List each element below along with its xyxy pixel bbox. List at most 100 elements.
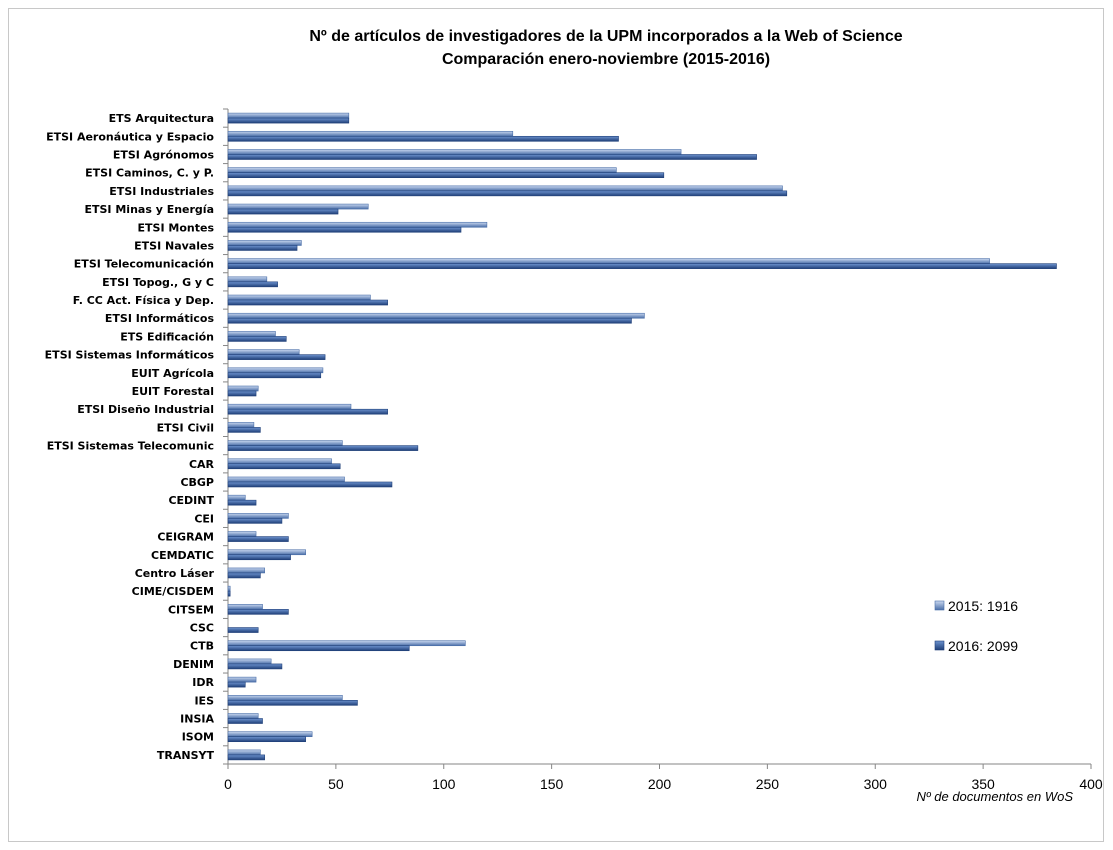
x-tick-label: 50 <box>328 776 344 792</box>
bar-2016 <box>227 445 419 451</box>
category-label: ETSI Minas y Energía <box>84 203 214 216</box>
bar-2015 <box>227 476 345 483</box>
category-label: ETSI Aeronáutica y Espacio <box>46 130 214 143</box>
chart-subtitle: Comparación enero-noviembre (2015-2016) <box>442 51 770 68</box>
category-label: Centro Láser <box>135 567 215 580</box>
plot-area: ETS Arquitectura ETSI Aeronáutica y Espac… <box>45 108 1103 792</box>
x-tick-label: 300 <box>864 776 888 792</box>
bar-2016 <box>227 299 388 306</box>
bar-2015 <box>227 640 466 647</box>
bar-2016 <box>227 427 261 433</box>
bar-2015 <box>227 458 332 465</box>
chart-title: Nº de artículos de investigadores de la … <box>309 28 902 45</box>
bar-2016 <box>227 627 259 633</box>
category-label: ETSI Montes <box>138 221 215 234</box>
x-tick-label: 400 <box>1079 776 1103 792</box>
bar-2016 <box>227 226 462 233</box>
bar-2016 <box>227 317 632 324</box>
bar-2016 <box>227 518 283 524</box>
bar-2015 <box>227 221 488 228</box>
bar-2016 <box>227 463 341 470</box>
category-label: CSC <box>190 622 214 635</box>
bar-2015 <box>227 440 343 446</box>
bar-2015 <box>227 658 272 665</box>
category-label: ETSI Informáticos <box>105 312 215 325</box>
category-label: ISOM <box>182 731 214 744</box>
bar-2015 <box>227 385 259 392</box>
category-label: ETSI Civil <box>157 421 214 434</box>
bar-2016 <box>227 736 306 743</box>
category-label: ETSI Industriales <box>109 185 214 198</box>
bar-2016 <box>227 154 757 160</box>
bar-2015 <box>227 112 350 119</box>
category-label: ETSI Telecomunicación <box>74 258 214 271</box>
bar-2016 <box>227 645 410 652</box>
category-label: CAR <box>189 458 215 471</box>
category-label: CEI <box>194 512 214 525</box>
bar-2016 <box>227 117 350 124</box>
bar-2015 <box>227 567 265 574</box>
bar-2015 <box>227 349 300 355</box>
category-label: CBGP <box>180 476 214 489</box>
x-tick-label: 0 <box>224 776 232 792</box>
category-label: IES <box>194 694 214 707</box>
bar-2016 <box>227 172 665 178</box>
category-label: CIME/CISDEM <box>132 585 214 598</box>
category-label: IDR <box>192 676 214 689</box>
category-label: CEMDATIC <box>151 549 214 562</box>
bar-2015 <box>227 731 313 738</box>
category-label: ETSI Sistemas Telecomunic <box>47 440 214 453</box>
bar-2015 <box>227 585 231 592</box>
category-label: F. CC Act. Física y Dep. <box>73 294 214 307</box>
category-label: ETSI Sistemas Informáticos <box>45 349 215 362</box>
bar-2015 <box>227 331 276 337</box>
bar-2015 <box>227 276 268 283</box>
category-label: EUIT Forestal <box>132 385 214 398</box>
category-label: CEIGRAM <box>157 531 214 544</box>
bar-2015 <box>227 130 514 137</box>
bar-2016 <box>227 536 289 542</box>
category-label: ETSI Agrónomos <box>113 148 215 161</box>
x-tick-label: 150 <box>540 776 564 792</box>
category-label: ETSI Caminos, C. y P. <box>85 167 214 180</box>
bar-2015 <box>227 240 302 246</box>
bar-2016 <box>227 572 261 579</box>
bar-2016 <box>227 354 326 360</box>
x-tick-label: 200 <box>648 776 672 792</box>
bar-2016 <box>227 372 322 379</box>
bar-2016 <box>227 408 388 415</box>
category-label: ETSI Navales <box>134 239 214 252</box>
category-label: CTB <box>190 640 214 653</box>
bar-2015 <box>227 294 371 301</box>
bar-2016 <box>227 718 263 724</box>
category-label: ETS Arquitectura <box>109 112 214 125</box>
legend-swatch-2015 <box>934 600 945 611</box>
bar-2015 <box>227 549 306 556</box>
bar-2015 <box>227 695 343 701</box>
bar-2016 <box>227 481 393 488</box>
bar-2016 <box>227 208 339 215</box>
bar-2015 <box>227 258 990 264</box>
bar-2016 <box>227 281 278 288</box>
bar-2015 <box>227 312 645 319</box>
bar-2015 <box>227 604 263 610</box>
bar-2016 <box>227 499 257 506</box>
bar-2016 <box>227 754 265 761</box>
bar-2016 <box>227 663 283 670</box>
category-label: CITSEM <box>168 603 214 616</box>
category-label: DENIM <box>173 658 214 671</box>
bar-2016 <box>227 590 231 597</box>
category-label: EUIT Agrícola <box>131 367 214 380</box>
category-label: ETSI Diseño Industrial <box>77 403 214 416</box>
bar-2016 <box>227 609 289 615</box>
bar-2016 <box>227 263 1057 269</box>
bar-2015 <box>227 203 369 210</box>
legend: 2015: 1916 2016: 2099 <box>934 598 1018 654</box>
bar-2016 <box>227 390 257 397</box>
legend-label-2016: 2016: 2099 <box>948 638 1018 654</box>
bar-2015 <box>227 167 617 173</box>
x-tick-label: 250 <box>756 776 780 792</box>
bar-2016 <box>227 135 619 142</box>
legend-swatch-2016 <box>934 640 945 651</box>
bar-2016 <box>227 554 291 561</box>
